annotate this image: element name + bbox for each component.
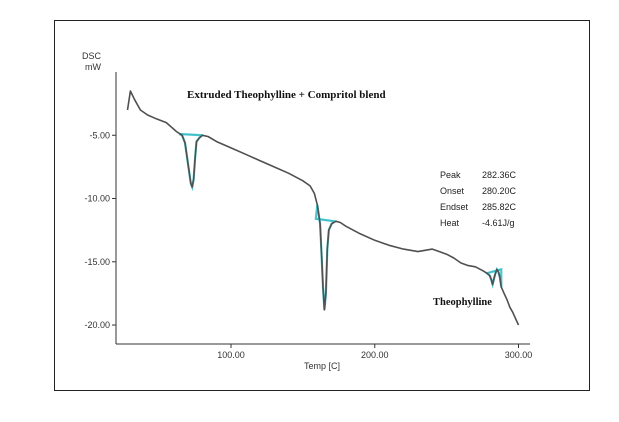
x-tick-label: 300.00: [505, 350, 533, 360]
peak-annotation: Theophylline: [433, 297, 492, 308]
y-tick-label: -5.00: [89, 130, 110, 140]
peak-table-label: Peak: [440, 170, 461, 180]
peak-table-label: Heat: [440, 218, 460, 228]
peak-table-value: 282.36C: [482, 170, 517, 180]
y-tick-label: -15.00: [84, 257, 110, 267]
plot-area: -5.00 -10.00 -15.00 -20.00 100.00 200.00 300.0…: [84, 72, 532, 360]
peak-table-label: Onset: [440, 186, 465, 196]
peak-table-label: Endset: [440, 202, 469, 212]
y-axis-label-line1: DSC: [82, 51, 102, 61]
peak-table-value: -4.61J/g: [482, 218, 515, 228]
x-tick-label: 200.00: [361, 350, 389, 360]
y-tick-label: -20.00: [84, 320, 110, 330]
peak-table-value: 285.82C: [482, 202, 517, 212]
y-tick-label: -10.00: [84, 194, 110, 204]
chart-title: Extruded Theophylline + Compritol blend: [187, 89, 386, 101]
chart-frame: [54, 20, 590, 391]
dsc-curve: [126, 90, 520, 326]
x-axis-label: Temp [C]: [304, 361, 340, 371]
y-axis-label-line2: mW: [85, 62, 101, 72]
peak-table-value: 280.20C: [482, 186, 517, 196]
x-tick-label: 100.00: [217, 350, 245, 360]
